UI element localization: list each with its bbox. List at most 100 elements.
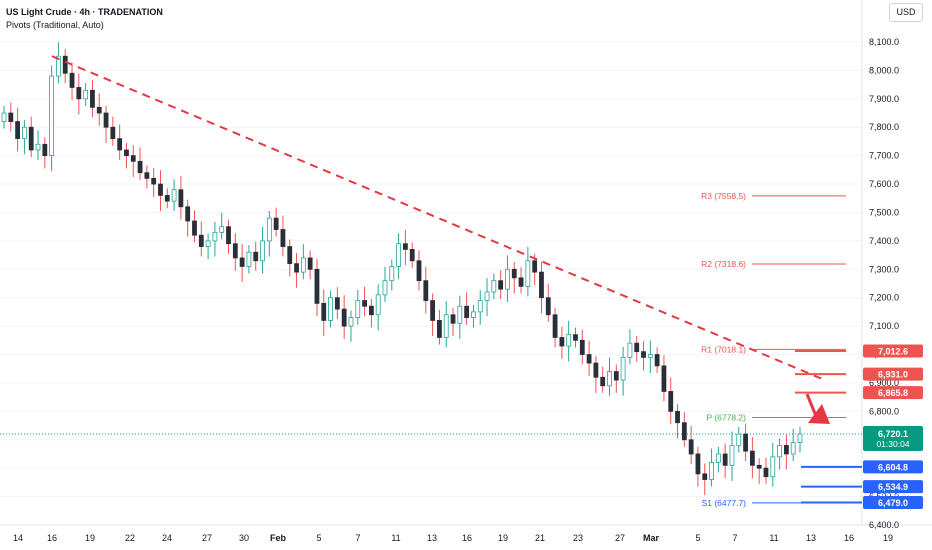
candle-down (416, 260, 422, 282)
last-price-tag: 6,720.1 (878, 429, 908, 439)
pivot-levels: R3 (7558.5) R2 (7318.6) R1 (7018.1) P (6778… (701, 191, 846, 508)
candle-up (246, 251, 252, 267)
price-tick-label: 7,500.0 (869, 207, 899, 217)
candle-up (566, 334, 572, 347)
candle-up (797, 433, 803, 444)
bar-countdown: 01:30:04 (876, 439, 909, 449)
support-price-tag-bg (863, 480, 923, 494)
candle-down (321, 302, 327, 321)
candle-down (437, 320, 442, 338)
candle-down (137, 160, 143, 174)
candle-down (593, 362, 599, 378)
symbol-title[interactable]: US Light Crude · 4h · TRADENATION (6, 7, 163, 17)
time-tick-label: 16 (47, 533, 57, 543)
candle-up (171, 189, 177, 202)
time-tick-label: 19 (883, 533, 893, 543)
candle-down (743, 433, 748, 452)
candle-up (35, 143, 41, 151)
support-price-tag-bg (863, 460, 923, 474)
currency-button[interactable]: USD (889, 3, 923, 22)
candle-down (613, 371, 619, 381)
candle-up (715, 453, 721, 463)
price-tick-label: 6,400.0 (869, 520, 899, 530)
support-price-tag: 6,479.0 (878, 498, 908, 508)
candle-down (239, 257, 245, 267)
candle-up (477, 300, 483, 313)
time-tick-label: Feb (270, 533, 287, 543)
time-tick-label: 16 (844, 533, 854, 543)
candle-down (498, 280, 504, 290)
indicator-label[interactable]: Pivots (Traditional, Auto) (6, 20, 104, 30)
price-tick-label: 7,300.0 (869, 264, 899, 274)
pivot-label: R2 (7318.6) (701, 259, 746, 269)
candle-down (586, 354, 592, 364)
time-tick-label: 27 (615, 533, 625, 543)
candle-down (110, 126, 116, 139)
candle-down (409, 249, 415, 262)
candle-down (722, 453, 728, 466)
candle-up (525, 260, 531, 287)
candle-down (756, 464, 762, 469)
candle-down (763, 467, 769, 478)
candle-down (198, 234, 204, 247)
price-tick-label: 7,900.0 (869, 94, 899, 104)
down-arrow-icon[interactable] (805, 393, 830, 424)
candle-down (559, 337, 565, 347)
candle-up (260, 240, 265, 262)
support-price-tag: 6,534.9 (878, 482, 908, 492)
pivot-label: R3 (7558.5) (701, 191, 746, 201)
candle-down (654, 354, 660, 367)
candle-down (668, 391, 674, 412)
resistance-price-tag: 6,931.0 (878, 370, 908, 380)
candle-down (294, 263, 299, 273)
price-tick-label: 6,800.0 (869, 406, 899, 416)
candle-up (505, 268, 510, 290)
candle-down (253, 251, 259, 262)
time-tick-label: 14 (13, 533, 23, 543)
candle-up (709, 462, 714, 480)
candle-down (539, 271, 544, 299)
pivot-label: R1 (7018.1) (701, 344, 746, 354)
time-tick-label: 23 (573, 533, 583, 543)
candle-down (675, 410, 680, 424)
time-tick-label: 7 (732, 533, 737, 543)
price-tick-label: 6,900.0 (869, 378, 899, 388)
candle-down (600, 376, 606, 387)
last-price-tag-bg (863, 426, 923, 452)
horizontal-levels[interactable] (795, 349, 862, 504)
time-tick-label: 11 (769, 533, 778, 543)
candle-down (151, 177, 157, 185)
pivot-label: P (6778.2) (706, 413, 746, 423)
price-axis-labels: 8,100.0 8,000.0 7,900.0 7,800.0 7,700.0 7,600… (869, 37, 899, 530)
candle-up (56, 55, 61, 77)
candle-down (423, 280, 429, 301)
time-tick-label: 13 (806, 533, 816, 543)
time-tick-label: 24 (162, 533, 172, 543)
candle-down (641, 351, 646, 358)
candle-down (178, 189, 184, 208)
support-price-tag: 6,604.8 (878, 462, 908, 472)
candle-down (334, 297, 340, 310)
candle-up (729, 445, 735, 466)
candle-up (83, 89, 89, 100)
candle-down (76, 87, 82, 100)
candle-up (375, 294, 381, 316)
candle-down (226, 226, 231, 245)
candle-down (192, 220, 197, 236)
candle-down (287, 246, 293, 265)
time-tick-label: 22 (125, 533, 135, 543)
candle-down (688, 439, 694, 455)
candle-down (15, 121, 21, 139)
time-tick-label: 16 (462, 533, 472, 543)
candle-down (341, 308, 347, 327)
price-tick-label: 7,400.0 (869, 236, 899, 246)
candle-down (273, 217, 279, 230)
candle-down (158, 183, 163, 196)
resistance-price-tag: 6,865.8 (878, 388, 908, 398)
resistance-price-tag-bg (863, 386, 923, 400)
candle-up (484, 291, 490, 301)
candle-down (164, 195, 170, 202)
candle-up (300, 257, 306, 273)
candle-up (457, 305, 463, 324)
